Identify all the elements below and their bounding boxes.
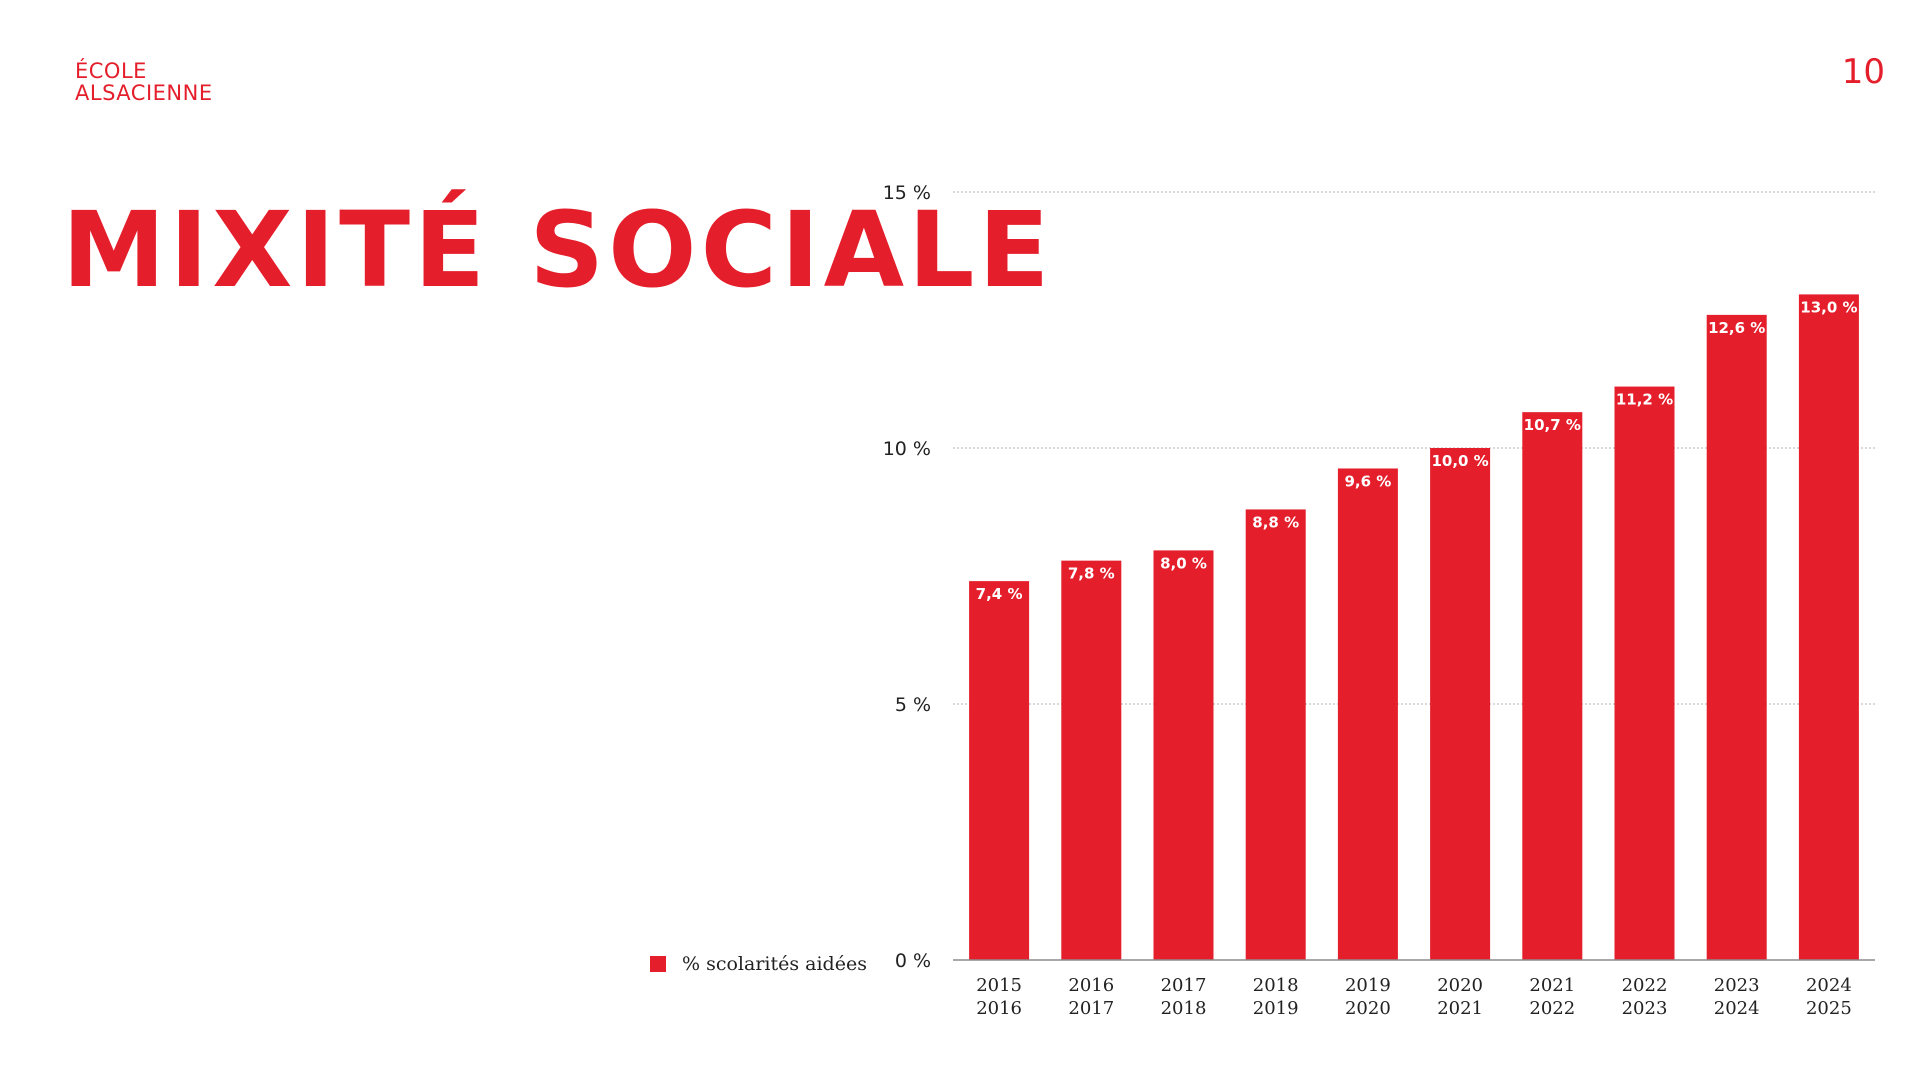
bar-value-label: 8,0 % (1160, 554, 1207, 572)
bar (969, 581, 1030, 960)
x-tick-label: 2018 (1161, 998, 1207, 1019)
x-tick-label: 2017 (1161, 975, 1207, 996)
bar-value-label: 10,7 % (1524, 416, 1581, 434)
bar-value-label: 13,0 % (1800, 298, 1857, 316)
x-tick-label: 2018 (1253, 975, 1299, 996)
bar-value-label: 11,2 % (1616, 391, 1673, 409)
y-tick-label: 5 % (895, 694, 931, 716)
x-tick-label: 2024 (1806, 975, 1852, 996)
bar-value-label: 10,0 % (1431, 452, 1488, 470)
x-tick-label: 2016 (976, 998, 1022, 1019)
logo-line-2: ALSACIENNE (75, 81, 213, 105)
logo-line-1: ÉCOLE (75, 59, 147, 83)
bar-value-label: 12,6 % (1708, 319, 1765, 337)
x-tick-label: 2020 (1345, 998, 1391, 1019)
legend-label: % scolarités aidées (682, 953, 867, 975)
y-tick-label: 15 % (883, 182, 931, 204)
x-tick-label: 2023 (1622, 998, 1668, 1019)
bar-value-label: 8,8 % (1252, 513, 1299, 531)
chart-legend: % scolarités aidées (650, 953, 867, 975)
bar-value-label: 7,8 % (1068, 565, 1115, 583)
bar (1706, 314, 1767, 960)
bar (1153, 550, 1214, 960)
page-title: MIXITÉ SOCIALE (62, 189, 1054, 311)
x-tick-label: 2025 (1806, 998, 1852, 1019)
x-tick-label: 2021 (1437, 998, 1483, 1019)
x-tick-label: 2023 (1714, 975, 1760, 996)
x-tick-label: 2024 (1714, 998, 1760, 1019)
bar (1430, 448, 1491, 960)
x-tick-label: 2019 (1345, 975, 1391, 996)
bar-value-label: 7,4 % (976, 585, 1023, 603)
page-number: 10 (1841, 52, 1885, 92)
x-tick-label: 2020 (1437, 975, 1483, 996)
bar (1061, 560, 1122, 960)
y-tick-label: 10 % (883, 438, 931, 460)
x-tick-label: 2015 (976, 975, 1022, 996)
x-tick-label: 2021 (1529, 975, 1575, 996)
x-tick-label: 2016 (1068, 975, 1114, 996)
bar-value-label: 9,6 % (1344, 472, 1391, 490)
bar (1337, 468, 1398, 960)
x-tick-label: 2022 (1622, 975, 1668, 996)
x-tick-label: 2017 (1068, 998, 1114, 1019)
bar (1245, 509, 1306, 960)
x-tick-label: 2019 (1253, 998, 1299, 1019)
x-tick-label: 2022 (1529, 998, 1575, 1019)
legend-swatch (650, 956, 666, 972)
bar (1522, 412, 1583, 960)
y-tick-label: 0 % (895, 950, 931, 972)
school-logo: ÉCOLE ALSACIENNE (75, 60, 213, 104)
bar (1798, 294, 1859, 960)
bar (1614, 386, 1675, 960)
